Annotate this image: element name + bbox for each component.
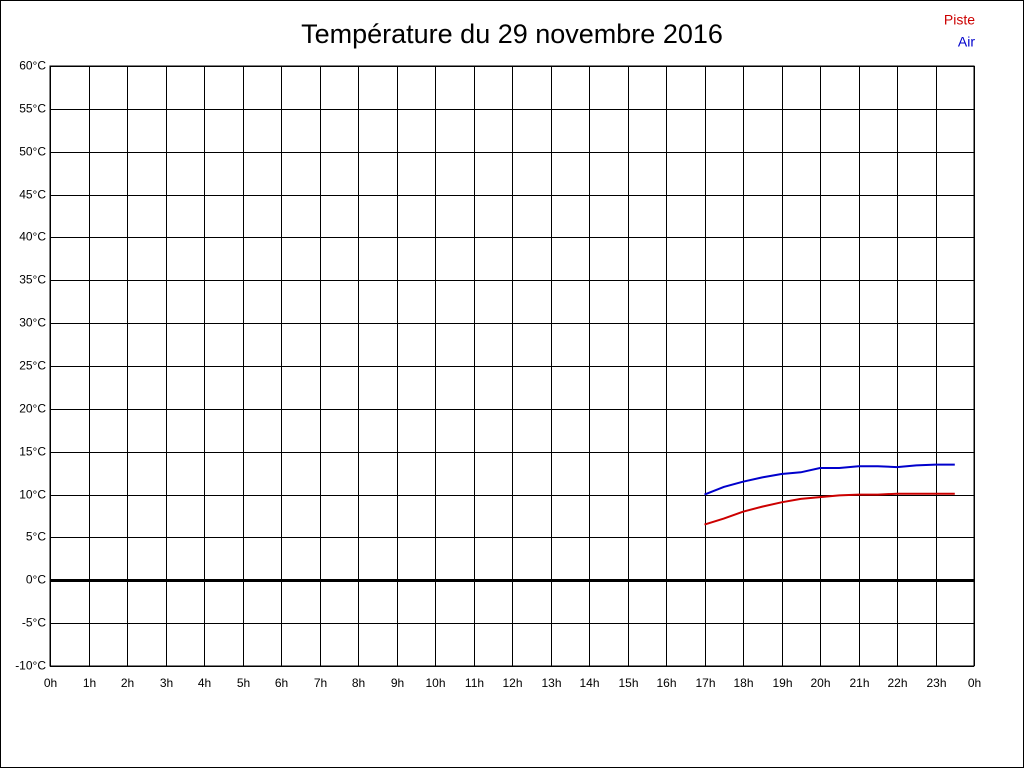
x-tick-label: 4h — [198, 676, 211, 690]
x-tick-label: 10h — [425, 676, 445, 690]
y-tick-label: 10°C — [19, 488, 46, 502]
y-tick-label: 5°C — [26, 530, 46, 544]
x-tick-label: 11h — [465, 676, 484, 690]
x-tick-label: 3h — [160, 676, 173, 690]
x-tick-label: 5h — [237, 676, 250, 690]
x-tick-label: 22h — [887, 676, 907, 690]
y-tick-label: 25°C — [19, 359, 46, 373]
x-tick-label: 6h — [275, 676, 288, 690]
x-tick-label: 16h — [656, 676, 676, 690]
y-tick-label: 35°C — [19, 273, 46, 287]
y-tick-label: 40°C — [19, 230, 46, 244]
series-line — [704, 492, 955, 526]
y-tick-label: 50°C — [19, 145, 46, 159]
y-tick-label: -5°C — [22, 616, 46, 630]
x-tick-label: 2h — [121, 676, 134, 690]
x-tick-label: 20h — [810, 676, 830, 690]
x-tick-label: 1h — [83, 676, 96, 690]
series-line — [704, 463, 955, 496]
x-tick-label: 9h — [391, 676, 404, 690]
x-tick-label: 15h — [618, 676, 638, 690]
x-tick-label: 23h — [926, 676, 946, 690]
y-tick-label: 30°C — [19, 316, 46, 330]
y-tick-label: 20°C — [19, 402, 46, 416]
x-tick-label: 13h — [541, 676, 561, 690]
x-tick-label: 21h — [849, 676, 869, 690]
x-tick-label: 0h — [44, 676, 57, 690]
x-tick-label: 14h — [579, 676, 599, 690]
chart-title: Température du 29 novembre 2016 — [301, 19, 723, 49]
x-tick-label: 19h — [772, 676, 792, 690]
y-tick-label: -10°C — [15, 659, 46, 673]
y-tick-label: 45°C — [19, 188, 46, 202]
y-tick-label: 60°C — [19, 59, 46, 73]
legend-label: Piste — [944, 12, 975, 28]
x-tick-label: 0h — [968, 676, 981, 690]
legend-label: Air — [958, 34, 975, 50]
y-tick-label: 15°C — [19, 445, 46, 459]
y-tick-label: 55°C — [19, 102, 46, 116]
x-tick-label: 17h — [695, 676, 715, 690]
x-tick-label: 12h — [502, 676, 522, 690]
y-tick-label: 0°C — [26, 573, 46, 587]
x-tick-label: 18h — [733, 676, 753, 690]
x-tick-label: 7h — [314, 676, 327, 690]
x-tick-label: 8h — [352, 676, 365, 690]
